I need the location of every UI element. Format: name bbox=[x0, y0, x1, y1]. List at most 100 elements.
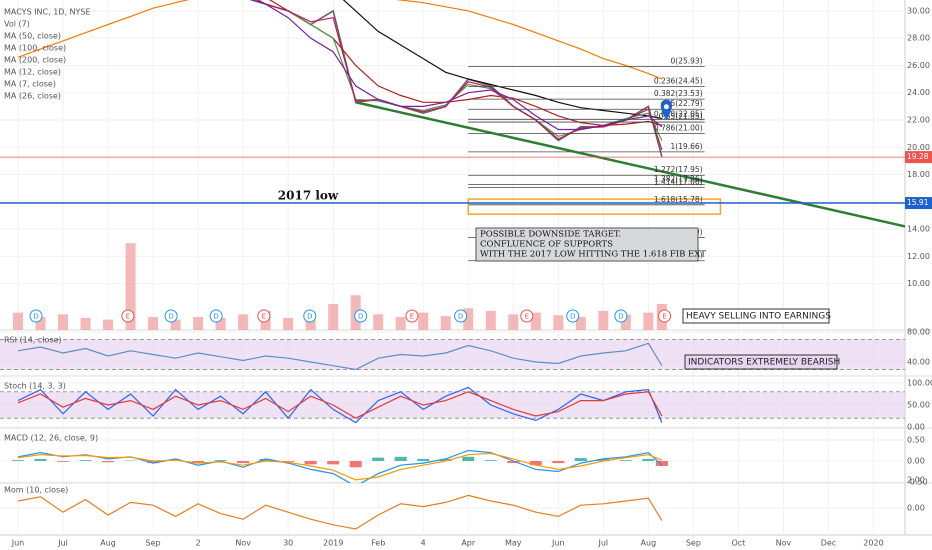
event-label: D bbox=[33, 313, 38, 321]
pane-title: Mom (10, close) bbox=[4, 486, 68, 495]
fib-label: 0.786(21.00) bbox=[654, 124, 703, 133]
series-line bbox=[249, 0, 663, 131]
price-overlays bbox=[0, 66, 905, 262]
series-line bbox=[17, 452, 663, 481]
y-tick-label: 2.00 bbox=[907, 476, 925, 485]
event-label: D bbox=[213, 313, 218, 321]
series-line bbox=[17, 0, 663, 80]
event-label: D bbox=[570, 313, 575, 321]
x-tick-label: Oct bbox=[731, 539, 745, 548]
price-label-box bbox=[905, 151, 932, 164]
x-tick-label: Nov bbox=[235, 539, 251, 548]
y-tick-label: 12.00 bbox=[907, 252, 930, 261]
volume-bar bbox=[13, 312, 24, 330]
histogram-bar bbox=[372, 457, 385, 461]
x-tick-label: Jun bbox=[551, 539, 565, 548]
histogram-bar bbox=[529, 461, 542, 466]
pane bbox=[0, 494, 905, 530]
fib-label: 1.382(17.26) bbox=[654, 175, 703, 184]
volume-bar bbox=[418, 312, 429, 330]
event-label: E bbox=[662, 313, 666, 321]
volume-bar bbox=[148, 316, 159, 330]
volume-bar bbox=[485, 310, 496, 330]
legend-entry: MA (50, close) bbox=[4, 32, 61, 41]
pin-dot bbox=[663, 104, 669, 110]
volume-bar bbox=[125, 243, 136, 330]
histogram-bar bbox=[642, 458, 655, 461]
event-label: D bbox=[618, 313, 623, 321]
histogram-bar bbox=[349, 461, 362, 468]
note-box bbox=[682, 308, 830, 324]
event-marker bbox=[257, 309, 271, 323]
y-tick-label: 80.00 bbox=[907, 328, 930, 337]
x-tick-label: Feb bbox=[371, 539, 385, 548]
x-tick-label: 4 bbox=[421, 539, 426, 548]
trendline bbox=[355, 101, 905, 228]
histogram-bar bbox=[304, 461, 317, 465]
series-line bbox=[249, 0, 663, 158]
volume-bar bbox=[215, 317, 226, 330]
legend-entry: MA (12, close) bbox=[4, 68, 61, 77]
histogram-bar bbox=[394, 456, 407, 461]
event-marker bbox=[354, 309, 368, 323]
price-label-box bbox=[905, 197, 932, 210]
volume-bar bbox=[530, 312, 541, 330]
fib-label: 0.236(24.45) bbox=[654, 77, 703, 86]
x-tick-label: Jul bbox=[57, 539, 68, 548]
volume-bar bbox=[80, 317, 91, 330]
y-tick-label: 30.00 bbox=[907, 6, 930, 15]
series-line bbox=[17, 386, 663, 424]
event-marker bbox=[614, 309, 628, 323]
legend-entry: MA (100, close) bbox=[4, 44, 66, 53]
legend-entry: MA (200, close) bbox=[4, 56, 66, 65]
volume-bar bbox=[575, 316, 586, 330]
annotation-box bbox=[475, 227, 699, 262]
x-tick-label: Jun bbox=[11, 539, 25, 548]
y-tick-label: 0.00 bbox=[907, 422, 925, 431]
event-marker bbox=[29, 309, 43, 323]
series-line bbox=[17, 494, 663, 530]
pane bbox=[13, 243, 667, 330]
series-line bbox=[268, 0, 663, 127]
volume-bar bbox=[440, 316, 451, 330]
event-marker bbox=[164, 309, 178, 323]
annotation-line: WITH THE 2017 LOW HITTING THE 1.618 FIB … bbox=[480, 250, 706, 260]
y-tick-label: 0.00 bbox=[907, 457, 925, 466]
annotation-line: CONFLUENCE OF SUPPORTS bbox=[480, 240, 613, 250]
x-tick-label: Dec bbox=[821, 539, 836, 548]
fib-label: 0.5(22.79) bbox=[663, 99, 702, 108]
fib-label: 1(19.66) bbox=[671, 142, 703, 151]
volume-bar bbox=[598, 310, 609, 330]
y-tick-label: 28.00 bbox=[907, 34, 930, 43]
histogram-bar bbox=[552, 461, 565, 464]
x-tick-label: 2019 bbox=[323, 539, 343, 548]
y-tick-label: 100.00 bbox=[907, 378, 932, 387]
fib-label: 0.618(22.05) bbox=[654, 109, 703, 118]
band-fill bbox=[0, 391, 905, 419]
y-tick-label: 18.00 bbox=[907, 170, 930, 179]
x-tick-label: 30 bbox=[283, 539, 293, 548]
volume-bar bbox=[328, 303, 339, 330]
x-tick-label: Sep bbox=[146, 539, 161, 548]
histogram-bar bbox=[484, 460, 497, 461]
pane-title: MACD (12, 26, close, 9) bbox=[4, 434, 98, 443]
volume-bar bbox=[620, 314, 631, 330]
x-tick-label: 2 bbox=[196, 539, 201, 548]
pin-marker bbox=[660, 99, 672, 120]
volume-bar bbox=[193, 316, 204, 330]
annotation-line: POSSIBLE DOWNSIDE TARGET. bbox=[480, 230, 621, 240]
fib-label: 1.618(15.78) bbox=[654, 195, 703, 204]
series-line bbox=[17, 342, 663, 371]
volume-bar bbox=[103, 319, 114, 330]
histogram-bar bbox=[34, 458, 47, 461]
volume-bar bbox=[238, 314, 249, 330]
y-tick-label: -0.50 bbox=[907, 477, 928, 486]
note-box bbox=[684, 354, 838, 370]
y-tick-label: 50.00 bbox=[907, 400, 930, 409]
x-tick-label: Apr bbox=[461, 539, 476, 548]
event-marker bbox=[121, 309, 135, 323]
legend-entry: MA (26, close) bbox=[4, 92, 61, 101]
fib-label: 1.272(17.95) bbox=[654, 165, 703, 174]
pane-title: Stoch (14, 3, 3) bbox=[4, 382, 66, 391]
event-label: E bbox=[410, 313, 414, 321]
